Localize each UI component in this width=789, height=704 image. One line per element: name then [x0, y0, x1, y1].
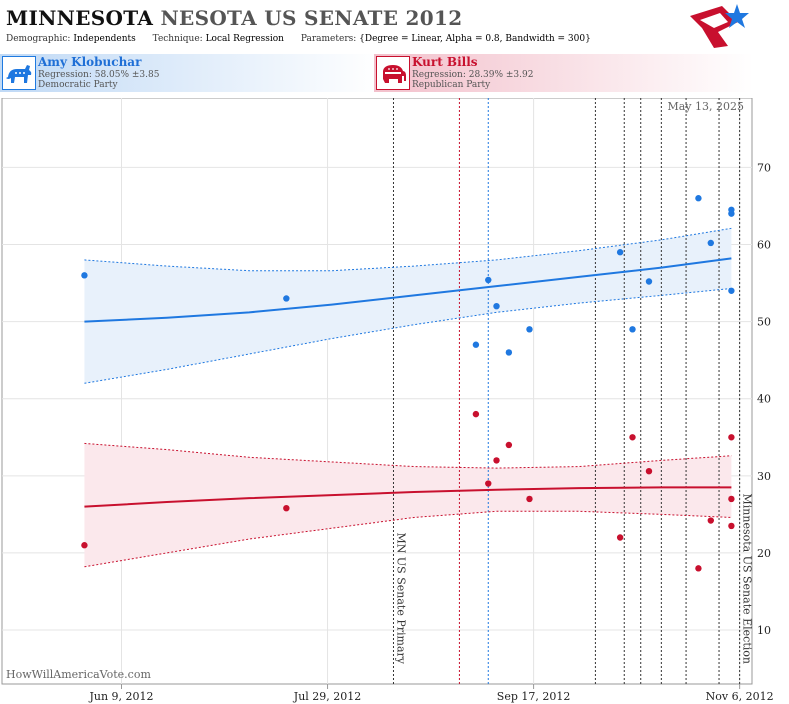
elephant-icon: [376, 56, 410, 90]
axes: 10 20 30 40 50 60 70 Jun 9, 2012 Jul 29, 2012 Sep…: [88, 161, 773, 703]
poll-point: [81, 542, 88, 549]
candidate-rep[interactable]: Kurt Bills Regression: 28.39% ±3.92 Repu…: [374, 54, 754, 92]
demographic-value: Independents: [73, 34, 136, 44]
poll-point: [472, 410, 480, 418]
candidate-dem[interactable]: Amy Klobuchar Regression: 58.05% ±3.85 D…: [0, 54, 380, 92]
poll-point: [695, 565, 702, 572]
poll-point: [616, 249, 624, 256]
poll-point: [728, 434, 735, 441]
confidence-band: [84, 228, 732, 384]
poll-point: [645, 467, 653, 475]
poll-point: [283, 295, 290, 302]
y-tick-label: 40: [757, 393, 771, 406]
poll-point: [283, 505, 290, 512]
trend-line: [84, 257, 732, 323]
candidate-name: Kurt Bills: [412, 55, 478, 69]
poll-point: [526, 495, 533, 503]
trend-lines: [84, 227, 732, 568]
poll-points: [81, 195, 735, 572]
candidate-regression: Regression: 58.05% ±3.85: [38, 70, 160, 80]
candidate-bar: Amy Klobuchar Regression: 58.05% ±3.85 D…: [0, 54, 789, 94]
poll-point: [707, 239, 714, 247]
poll-point: [81, 272, 88, 279]
poll-point: [728, 210, 735, 217]
title-state: MINNESOTA: [6, 6, 154, 30]
confidence-band: [84, 443, 732, 567]
band-lower-bound: [84, 510, 732, 568]
plot-frame: [1, 98, 753, 685]
event-label: MN US Senate Primary: [394, 533, 407, 665]
poll-point: [629, 326, 636, 333]
poll-point: [493, 457, 500, 464]
poll-point: [485, 480, 492, 487]
watermark[interactable]: HowWillAmericaVote.com: [6, 668, 151, 681]
poll-point: [629, 434, 636, 441]
candidate-regression: Regression: 28.39% ±3.92: [412, 70, 534, 80]
band-lower-bound: [84, 287, 732, 384]
y-tick-label: 60: [757, 239, 771, 252]
poll-point: [695, 195, 702, 202]
y-tick-label: 30: [757, 470, 771, 483]
poll-point: [526, 326, 533, 333]
candidate-party: Republican Party: [412, 80, 491, 90]
event-label: Minnesota US Senate Election: [741, 494, 754, 664]
poll-point: [645, 278, 653, 285]
chart: MN US Senate Primary Minnesota US Senate …: [1, 98, 774, 703]
technique-label: Technique:: [152, 34, 203, 44]
poll-point: [505, 349, 513, 356]
technique-value: Local Regression: [205, 34, 284, 44]
event-lines: MN US Senate Primary Minnesota US Senate …: [392, 98, 754, 684]
y-tick-label: 50: [757, 316, 771, 329]
y-tick-label: 70: [757, 161, 771, 174]
date-stamp: May 13, 2025: [667, 100, 744, 113]
poll-point: [728, 522, 735, 530]
parameters-label: Parameters:: [300, 34, 357, 44]
y-tick-label: 20: [757, 547, 771, 560]
poll-point: [472, 341, 480, 348]
poll-point: [485, 276, 492, 284]
page-title: MINNESOTA NESOTA US SENATE 2012: [6, 6, 462, 30]
x-tick-label: Nov 6, 2012: [706, 690, 774, 703]
confidence-bands: [84, 228, 732, 567]
x-tick-label: Jul 29, 2012: [293, 690, 362, 703]
candidate-party: Democratic Party: [38, 80, 118, 90]
donkey-icon: [2, 56, 36, 90]
header: MINNESOTA NESOTA US SENATE 2012 Demograp…: [0, 0, 789, 50]
parameters-value: {Degree = Linear, Alpha = 0.8, Bandwidth…: [359, 34, 591, 44]
title-race: NESOTA US SENATE 2012: [160, 6, 463, 30]
x-tick-label: Sep 17, 2012: [497, 690, 571, 703]
poll-point: [728, 495, 735, 503]
poll-point: [493, 302, 500, 310]
poll-point: [707, 517, 714, 524]
site-logo-icon[interactable]: [688, 2, 750, 50]
x-tick-label: Jun 9, 2012: [88, 690, 153, 703]
y-tick-label: 10: [757, 624, 771, 637]
poll-point: [505, 441, 513, 449]
trend-line: [84, 486, 732, 508]
poll-point: [728, 287, 735, 294]
candidate-name: Amy Klobuchar: [38, 55, 142, 69]
demographic-label: Demographic:: [6, 34, 71, 44]
poll-point: [616, 534, 624, 541]
parameters-line: Demographic: Independents Technique: Loc…: [6, 34, 605, 44]
